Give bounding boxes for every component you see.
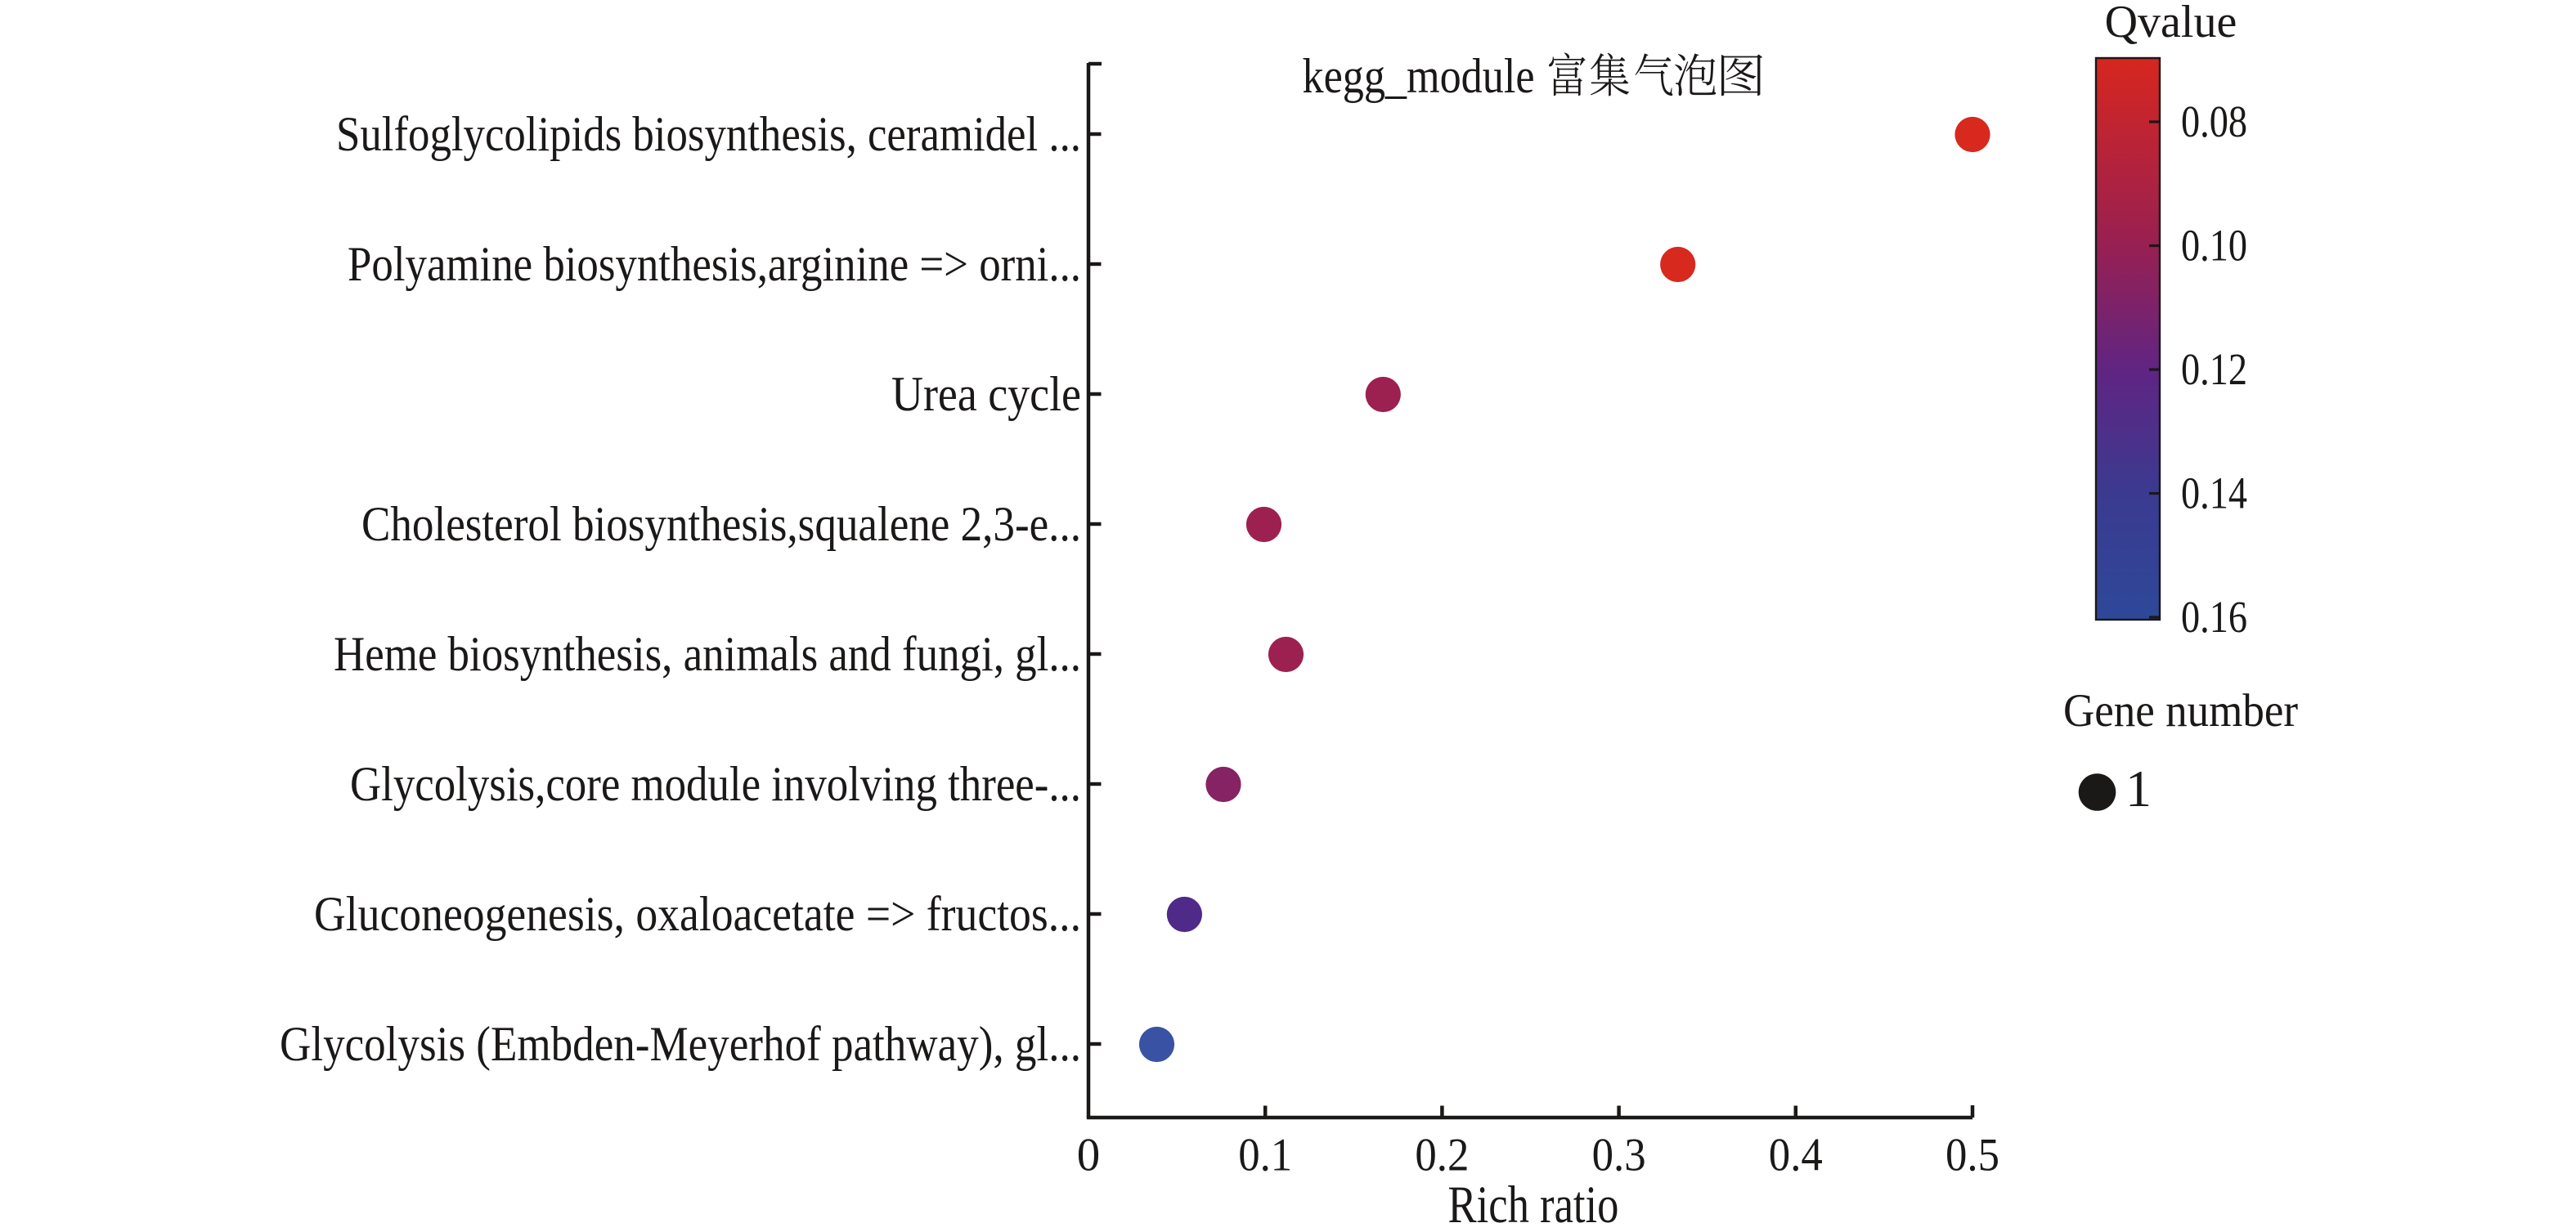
svg-text:Gluconeogenesis, oxaloacetate: Gluconeogenesis, oxaloacetate => fructos…	[314, 887, 1081, 941]
svg-text:0.14: 0.14	[2181, 468, 2247, 518]
svg-text:Glycolysis,core module involvi: Glycolysis,core module involving three-.…	[350, 757, 1081, 811]
svg-text:kegg_module: kegg_module	[1303, 49, 1535, 103]
svg-text:0.08: 0.08	[2181, 96, 2247, 146]
svg-text:Cholesterol biosynthesis,squal: Cholesterol biosynthesis,squalene 2,3-e.…	[361, 497, 1081, 551]
svg-text:0.12: 0.12	[2181, 344, 2247, 394]
svg-text:0.10: 0.10	[2181, 221, 2247, 271]
svg-text:0.5: 0.5	[1945, 1130, 1999, 1181]
svg-text:Polyamine biosynthesis,arginin: Polyamine biosynthesis,arginine => orni.…	[348, 237, 1081, 291]
svg-text:Gene number: Gene number	[2063, 685, 2298, 737]
svg-text:Qvalue: Qvalue	[2105, 0, 2237, 47]
svg-text:0: 0	[1077, 1130, 1101, 1181]
svg-text:Rich ratio: Rich ratio	[1448, 1176, 1619, 1232]
svg-text:Heme biosynthesis, animals and: Heme biosynthesis, animals and fungi, gl…	[334, 627, 1081, 681]
svg-text:0.16: 0.16	[2181, 592, 2247, 642]
svg-text:1: 1	[2125, 759, 2152, 818]
svg-text:0.1: 0.1	[1238, 1130, 1292, 1181]
svg-text:Urea cycle: Urea cycle	[891, 367, 1081, 421]
svg-text:Glycolysis (Embden-Meyerhof pa: Glycolysis (Embden-Meyerhof pathway), gl…	[280, 1017, 1081, 1071]
svg-text:Sulfoglycolipids biosynthesis,: Sulfoglycolipids biosynthesis, ceramidel…	[336, 107, 1081, 161]
svg-text:0.2: 0.2	[1415, 1130, 1469, 1181]
svg-text:0.3: 0.3	[1592, 1130, 1646, 1181]
svg-text:0.4: 0.4	[1769, 1130, 1823, 1181]
